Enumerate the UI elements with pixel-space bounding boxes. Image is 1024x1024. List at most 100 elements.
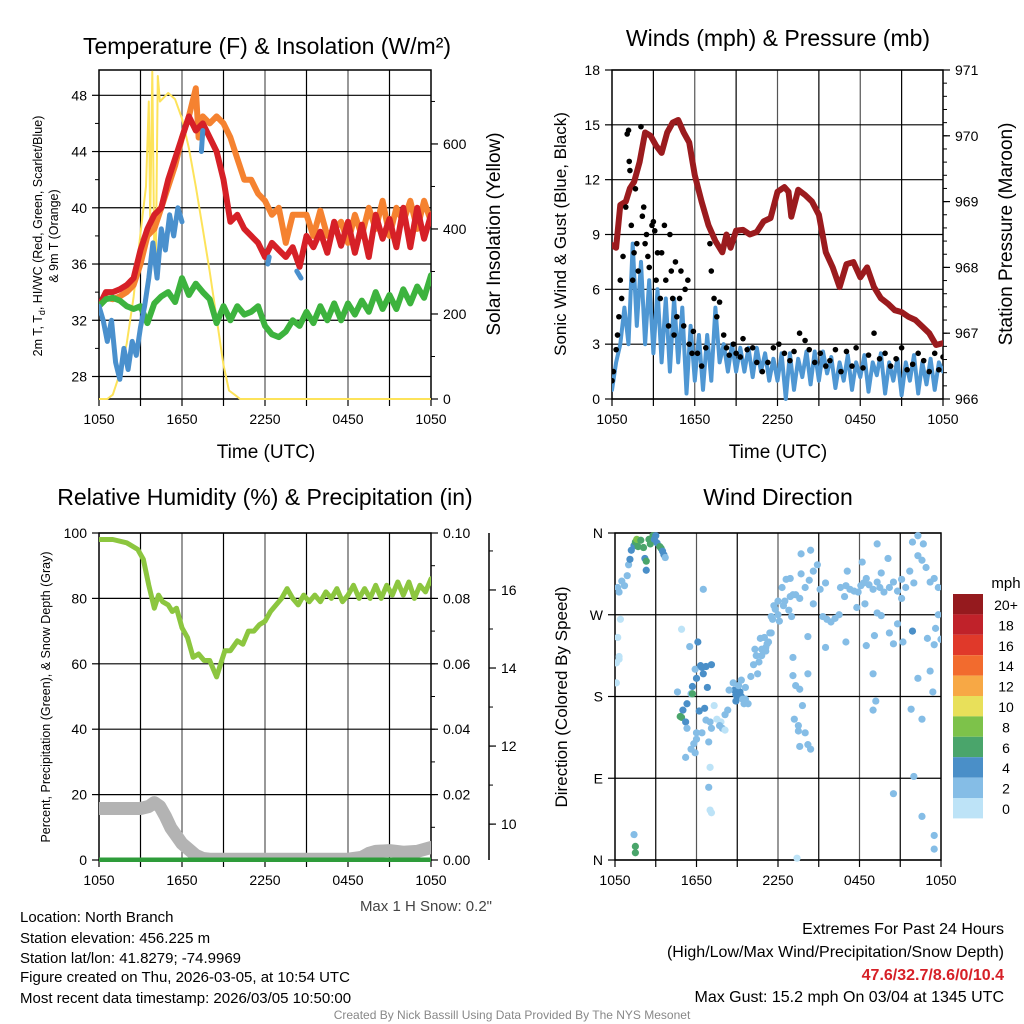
direction-point	[682, 718, 690, 726]
direction-point	[893, 587, 902, 595]
direction-point	[756, 634, 764, 642]
direction-point	[774, 611, 782, 619]
plot-area	[99, 537, 431, 862]
direction-point	[762, 643, 770, 652]
y2-tick-label: 0.04	[443, 721, 470, 737]
winds-x-axis-label: Time (UTC)	[729, 442, 828, 463]
legend-label: 20+	[994, 597, 1018, 613]
y-tick-label: 0	[79, 852, 87, 868]
y-tick-label: 20	[71, 787, 87, 803]
direction-point	[918, 812, 926, 821]
gust-point	[714, 313, 720, 320]
y2-tick-label: 0.00	[443, 852, 470, 868]
y2-tick-label: 970	[955, 128, 979, 144]
snow-tick-label: 14	[501, 660, 517, 676]
y-tick-label: 12	[584, 172, 600, 188]
y-tick-label: 36	[71, 256, 87, 272]
gust-point	[634, 240, 640, 247]
direction-point	[615, 588, 623, 596]
direction-point	[889, 790, 898, 798]
station-latlon: Station lat/lon: 41.8279; -74.9969	[20, 950, 241, 967]
direction-point	[637, 536, 645, 544]
direction-point	[796, 742, 804, 751]
gust-point	[672, 259, 679, 265]
gust-point	[618, 295, 625, 302]
y-label-subscript: d	[37, 310, 47, 315]
station-location: Location: North Branch	[20, 909, 173, 926]
direction-point	[787, 612, 796, 621]
gust-point	[626, 158, 633, 165]
y2-tick-label: 969	[955, 194, 979, 210]
legend-label: 18	[998, 617, 1014, 633]
y-tick-label: 80	[71, 590, 87, 606]
x-tick-label: 1050	[415, 411, 446, 427]
direction-point	[873, 578, 881, 586]
gust-point	[645, 253, 651, 260]
direction-point	[880, 588, 888, 596]
direction-point	[805, 576, 813, 584]
direction-point	[642, 557, 650, 565]
gust-point	[685, 277, 691, 283]
recent-data-timestamp: Most recent data timestamp: 2026/03/05 1…	[20, 990, 351, 1007]
direction-point	[821, 643, 830, 652]
gust-point	[860, 365, 866, 371]
gust-point	[832, 346, 839, 353]
gust-point	[936, 366, 942, 373]
direction-point	[631, 842, 639, 850]
direction-point	[642, 566, 650, 574]
gust-point	[904, 366, 910, 373]
direction-point	[691, 749, 699, 757]
x-tick-label: 1050	[83, 872, 114, 888]
gust-point	[838, 368, 844, 375]
legend-swatch	[953, 757, 983, 778]
direction-point	[735, 682, 743, 690]
y-label-part: 2m T, T	[31, 315, 45, 357]
legend-swatch	[953, 696, 983, 717]
direction-point	[790, 715, 798, 723]
gust-point	[635, 268, 642, 274]
direction-point	[789, 653, 797, 662]
direction-point	[751, 645, 759, 653]
y2-tick-label: 0	[443, 391, 451, 407]
temperature-x-axis-label: Time (UTC)	[217, 442, 316, 463]
direction-point	[794, 727, 802, 735]
x-tick-label: 1650	[681, 872, 712, 888]
gust-point	[625, 127, 632, 134]
direction-points	[615, 532, 941, 862]
direction-point	[775, 617, 783, 625]
2m-t-line	[99, 113, 431, 310]
direction-point	[652, 532, 660, 540]
direction-point	[842, 638, 850, 646]
y-tick-label: 3	[592, 336, 600, 352]
x-axis-ticks: 1050 1650 2250 0450 1050	[599, 860, 957, 888]
legend-label: 6	[1002, 740, 1010, 756]
legend-label: 0	[1002, 801, 1010, 817]
direction-point	[922, 563, 930, 572]
gust-point	[654, 249, 661, 256]
direction-point	[914, 532, 922, 540]
direction-point	[918, 715, 926, 723]
direction-point	[877, 612, 885, 620]
direction-point	[623, 572, 631, 580]
plot-area	[615, 532, 941, 862]
direction-point	[767, 612, 775, 621]
gust-point	[622, 204, 629, 210]
gust-point	[876, 355, 883, 362]
direction-point	[688, 690, 697, 698]
direction-point	[898, 575, 906, 583]
y-tick-label: 44	[71, 144, 87, 160]
x-tick-label: 1050	[415, 872, 446, 888]
speed-legend: 20+ 18 16 14 12 10 8 6 4 2 0	[953, 594, 1018, 819]
direction-point	[639, 543, 648, 552]
y-axis-ticks: 0 20 40 60 80 100	[64, 525, 99, 868]
gust-points	[612, 123, 943, 384]
direction-point	[809, 567, 817, 575]
direction-point	[862, 642, 870, 650]
legend-label: 8	[1002, 719, 1010, 735]
temperature-y-axis-label-line2: & 9m T (Orange)	[47, 189, 61, 282]
gust-point	[662, 277, 669, 283]
gust-point	[628, 222, 635, 229]
direction-point	[679, 706, 687, 714]
gust-point	[720, 332, 727, 338]
x-tick-label: 2250	[762, 411, 793, 427]
